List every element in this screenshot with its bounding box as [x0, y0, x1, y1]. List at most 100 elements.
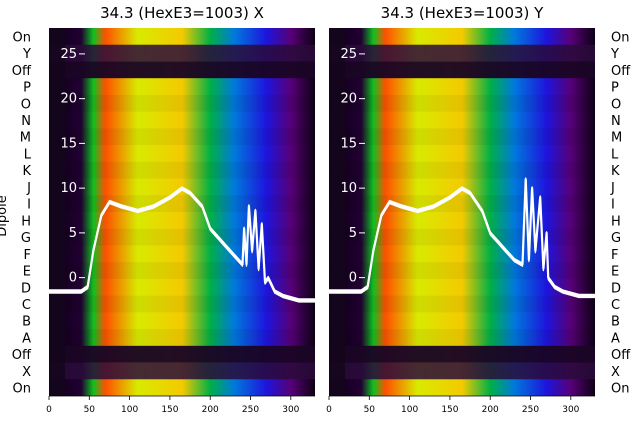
x-tick-label: 150 [441, 405, 458, 415]
row-label-left: A [22, 331, 31, 346]
series-line [49, 189, 315, 303]
row-label-left: B [22, 315, 31, 330]
inner-y-tick-label: 0 [349, 271, 357, 286]
inner-y-tick-label: 0 [69, 271, 77, 286]
row-label-right: L [611, 147, 619, 162]
inner-y-tick-label: 15 [340, 136, 357, 151]
x-tick-label: 100 [401, 405, 418, 415]
row-label-left: F [24, 248, 31, 263]
chart-title: 34.3 (HexE3=1003) Y [381, 4, 545, 22]
row-label-right: Off [611, 348, 631, 363]
heatmap-body [49, 28, 315, 396]
x-tick-label: 300 [562, 405, 579, 415]
inner-y-tick-label: 10 [340, 181, 357, 196]
left-dark-edge [49, 28, 65, 396]
row-label-right: Y [610, 47, 619, 62]
x-tick-label: 200 [202, 405, 219, 415]
row-stripe [49, 94, 315, 112]
inner-y-tick-label: 5 [349, 226, 357, 241]
row-label-right: Off [611, 64, 631, 79]
row-label-right: C [611, 298, 620, 313]
inner-y-tick-label: 10 [60, 181, 77, 196]
band-off [49, 345, 315, 363]
band-x [49, 362, 315, 380]
x-tick-label: 50 [84, 405, 96, 415]
x-tick-label: 0 [46, 405, 52, 415]
x-tick-label: 150 [161, 405, 178, 415]
inner-y-tick-label: 15 [60, 136, 77, 151]
row-stripe [49, 161, 315, 179]
band-off [49, 61, 315, 79]
x-tick-label: 50 [364, 405, 376, 415]
row-label-left: C [22, 298, 31, 313]
row-label-right: F [611, 248, 618, 263]
row-label-left: D [21, 281, 31, 296]
row-label-left: Off [12, 348, 32, 363]
row-label-left: I [27, 198, 31, 213]
row-stripe [329, 94, 595, 112]
row-stripe [329, 161, 595, 179]
row-label-left: On [13, 30, 31, 45]
x-tick-label: 250 [522, 405, 539, 415]
chart-title: 34.3 (HexE3=1003) X [100, 4, 264, 22]
band-off [329, 345, 595, 363]
row-label-left: E [23, 265, 31, 280]
row-label-left: J [26, 181, 31, 196]
band-y [49, 44, 315, 62]
series-line [329, 180, 595, 299]
row-label-right: N [611, 114, 621, 129]
row-label-left: On [13, 382, 31, 397]
row-label-right: X [611, 365, 620, 380]
band-off [329, 61, 595, 79]
row-label-right: E [611, 265, 619, 280]
row-label-right: B [611, 315, 620, 330]
row-label-left: M [20, 131, 31, 146]
row-stripe [329, 262, 595, 279]
x-tick-label: 250 [242, 405, 259, 415]
row-label-left: P [23, 81, 31, 96]
x-tick-label: 0 [326, 405, 332, 415]
row-label-right: M [611, 131, 622, 146]
band-y [329, 44, 595, 62]
inner-y-tick-label: 25 [340, 47, 357, 62]
row-label-right: P [611, 81, 619, 96]
row-stripe [329, 195, 595, 212]
band-x [329, 362, 595, 380]
row-stripe [49, 128, 315, 146]
y-axis-label: Dipole [0, 195, 10, 236]
row-label-right: I [611, 198, 615, 213]
row-stripe [49, 295, 315, 313]
row-label-left: L [24, 147, 32, 162]
row-labels: OnYOffPONMLKJIHGFEDCBAOffXOnOnYOffPONMLK… [0, 30, 631, 396]
row-label-left: N [21, 114, 31, 129]
row-stripe [329, 329, 595, 346]
row-stripe [329, 295, 595, 313]
inner-y-tick-label: 20 [60, 92, 77, 107]
row-label-left: O [21, 97, 31, 112]
row-label-right: O [611, 97, 621, 112]
left-dark-edge [329, 28, 345, 396]
row-label-right: G [611, 231, 621, 246]
row-label-right: K [611, 164, 620, 179]
row-label-right: J [610, 181, 615, 196]
inner-y-tick-label: 5 [69, 226, 77, 241]
row-label-right: A [611, 331, 620, 346]
row-label-left: K [22, 164, 31, 179]
row-label-right: D [611, 281, 621, 296]
row-label-left: Y [22, 47, 31, 62]
row-stripe [329, 128, 595, 146]
row-stripe [329, 228, 595, 246]
row-stripe [49, 195, 315, 212]
row-label-right: H [611, 214, 621, 229]
row-label-right: On [611, 30, 629, 45]
row-label-left: X [22, 365, 31, 380]
row-label-left: H [21, 214, 31, 229]
row-label-right: On [611, 382, 629, 397]
x-tick-label: 200 [482, 405, 499, 415]
row-label-left: G [21, 231, 31, 246]
row-label-left: Off [12, 64, 32, 79]
inner-y-tick-label: 25 [60, 47, 77, 62]
